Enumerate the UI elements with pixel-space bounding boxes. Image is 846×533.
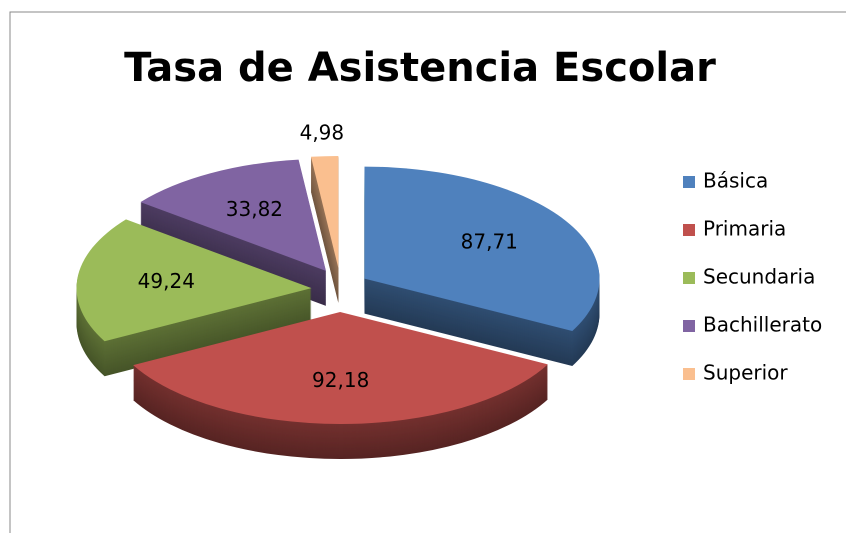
legend-label: Bachillerato xyxy=(703,313,822,337)
slice xyxy=(364,166,600,331)
legend-label: Secundaria xyxy=(703,265,815,289)
legend-swatch xyxy=(683,224,695,236)
legend-swatch xyxy=(683,368,695,380)
data-label: 33,82 xyxy=(226,197,283,221)
legend-label: Básica xyxy=(703,169,768,193)
data-label: 87,71 xyxy=(461,229,518,253)
slice xyxy=(76,219,312,342)
slice xyxy=(310,156,339,269)
legend-label: Superior xyxy=(703,361,788,385)
legend-swatch xyxy=(683,320,695,332)
data-label: 49,24 xyxy=(138,269,195,293)
slice xyxy=(133,311,548,424)
slice xyxy=(140,159,326,271)
data-label: 92,18 xyxy=(312,368,369,392)
legend-swatch xyxy=(683,272,695,284)
legend-swatch xyxy=(683,176,695,188)
data-label: 4,98 xyxy=(300,120,345,144)
legend-label: Primaria xyxy=(703,217,786,241)
chart-title: Tasa de Asistencia Escolar xyxy=(124,45,716,91)
